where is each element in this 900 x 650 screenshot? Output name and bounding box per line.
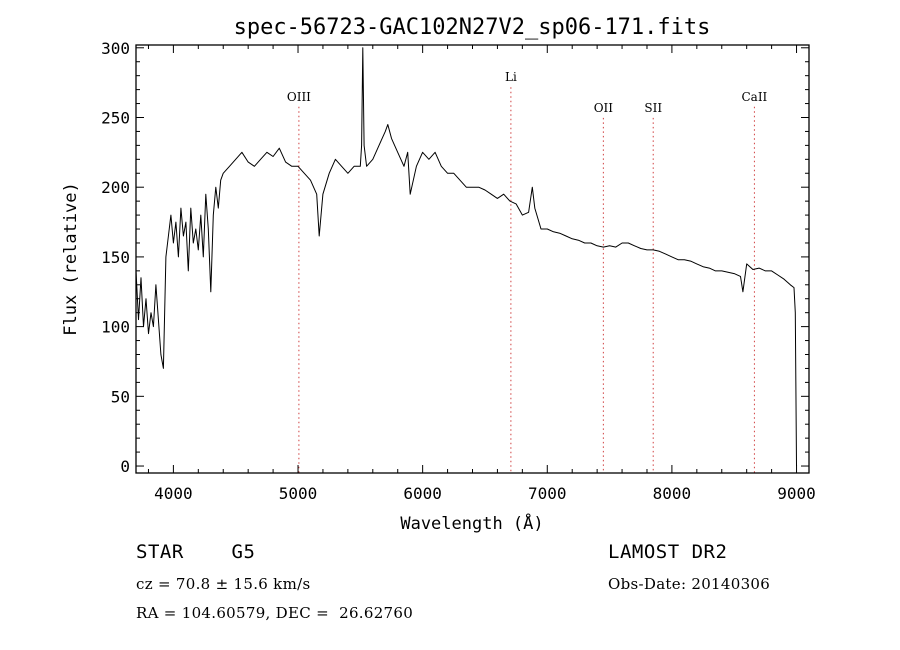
survey-release: LAMOST DR2 [608,541,728,563]
y-tick-label: 50 [111,387,130,406]
y-tick-label: 200 [101,178,130,197]
x-tick-label: 7000 [528,484,567,503]
x-tick-label: 5000 [279,484,318,503]
sky-coordinates: RA = 104.60579, DEC = 26.62760 [136,604,414,622]
y-axis-label: Flux (relative) [61,182,81,336]
x-tick-label: 6000 [403,484,442,503]
observation-date: Obs-Date: 20140306 [608,575,771,593]
x-tick-label: 8000 [653,484,692,503]
y-tick-label: 300 [101,39,130,58]
object-class: STAR G5 [136,541,256,563]
x-tick-label: 4000 [154,484,193,503]
x-axis-label: Wavelength (Å) [400,512,543,534]
y-axis: 0 50 100 150 200 250 300 [101,39,809,476]
y-tick-label: 150 [101,248,130,267]
annotation-label: SII [644,101,662,115]
x-axis: 4000 5000 6000 7000 8000 9000 [147,45,816,503]
spectrum-line [135,47,797,467]
emission-line-markers: OIII Li OII SII CaII [287,70,768,473]
y-tick-label: 0 [120,457,130,476]
redshift-velocity: cz = 70.8 ± 15.6 km/s [136,575,311,593]
chart-title: spec-56723-GAC102N27V2_sp06-171.fits [234,15,711,40]
y-tick-label: 250 [101,108,130,127]
annotation-label: CaII [741,90,767,104]
annotation-label: OII [594,101,614,115]
y-tick-label: 100 [101,318,130,337]
spectrum-series [135,47,797,467]
annotation-label: Li [505,70,517,84]
plot-frame [135,44,810,474]
x-tick-label: 9000 [777,484,816,503]
annotation-label: OIII [287,90,311,104]
